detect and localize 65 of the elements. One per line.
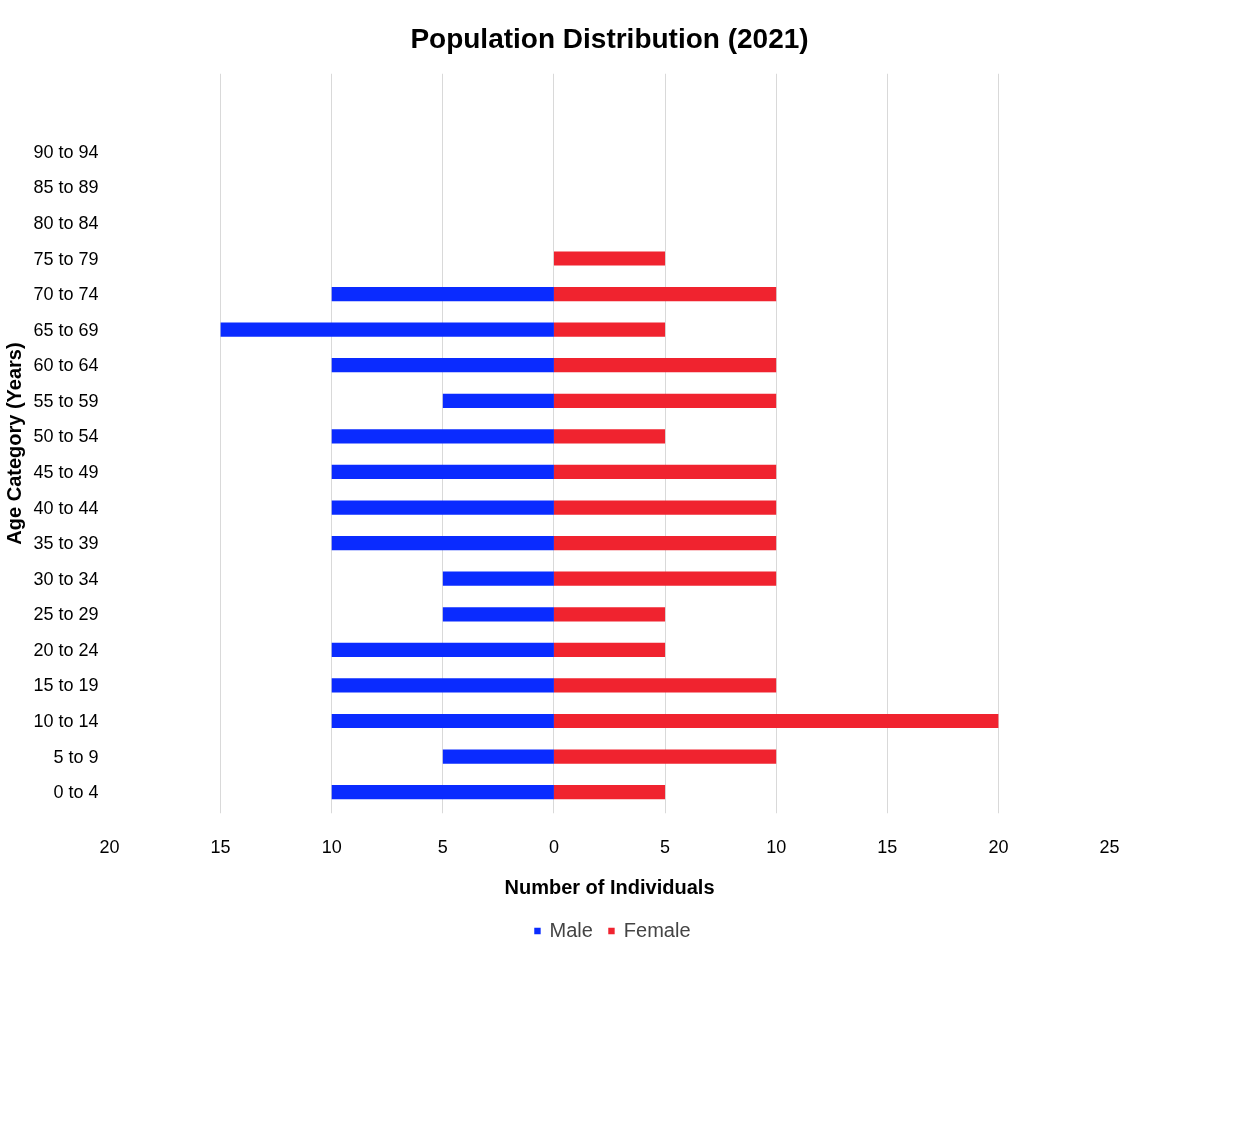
y-tick-label: 25 to 29 [33, 604, 99, 625]
bar [331, 642, 554, 657]
bar [331, 785, 554, 800]
bar [331, 713, 554, 729]
bar [553, 678, 777, 693]
x-tick-label: 0 [548, 836, 559, 857]
bar [331, 464, 554, 480]
y-tick-label: 75 to 79 [33, 248, 99, 269]
x-tick-label: 10 [321, 836, 342, 857]
bar [442, 571, 554, 586]
y-tick-label: 30 to 34 [33, 568, 99, 589]
y-tick-label: 40 to 44 [33, 497, 99, 518]
y-tick-label: 0 to 4 [53, 782, 99, 803]
x-tick-label: 5 [660, 836, 671, 857]
y-tick-label: 70 to 74 [33, 284, 99, 305]
y-tick-label: 10 to 14 [33, 711, 99, 731]
legend-label: Female [623, 918, 691, 942]
bar [553, 500, 777, 515]
bar [553, 358, 777, 373]
x-tick-label: 15 [877, 836, 898, 857]
y-tick-label: 45 to 49 [33, 461, 99, 482]
chart-title: Population Distribution (2021) [410, 22, 809, 54]
y-tick-label: 80 to 84 [33, 212, 99, 233]
bar [331, 358, 554, 373]
bar [442, 393, 554, 408]
x-tick-label: 10 [766, 836, 787, 857]
bar [553, 571, 777, 586]
bar [553, 642, 666, 657]
bar [553, 322, 666, 337]
x-tick-label: 5 [437, 836, 448, 857]
y-tick-label: 85 to 89 [33, 177, 99, 198]
bar [442, 749, 554, 764]
y-tick-label: 15 to 19 [33, 675, 99, 696]
bar [442, 607, 554, 622]
bar [553, 393, 777, 408]
bar [331, 536, 554, 551]
y-tick-label: 5 to 9 [53, 746, 99, 767]
bar [553, 749, 777, 764]
bar [553, 464, 777, 480]
bar [220, 322, 554, 337]
x-tick-label: 20 [99, 836, 120, 857]
y-tick-label: 55 to 59 [33, 390, 99, 411]
legend-label: Male [549, 918, 593, 942]
y-tick-label: 20 to 24 [33, 639, 99, 660]
bar [553, 713, 999, 729]
x-tick-label: 15 [210, 836, 231, 857]
bar [553, 251, 666, 266]
y-tick-label: 65 to 69 [33, 319, 99, 340]
bar [553, 286, 777, 302]
bar [331, 500, 554, 515]
bar [331, 429, 554, 444]
x-tick-label: 20 [988, 836, 1009, 857]
bar [553, 429, 666, 444]
bar [331, 678, 554, 693]
bar [553, 785, 666, 800]
y-tick-label: 35 to 39 [33, 533, 99, 554]
y-tick-label: 50 to 54 [33, 426, 99, 447]
bar [553, 536, 777, 551]
bar [331, 286, 554, 302]
x-axis-title: Number of Individuals [504, 875, 715, 898]
y-axis-title: Age Category (Years) [3, 342, 26, 545]
bar [553, 607, 666, 622]
y-tick-label: 90 to 94 [33, 141, 99, 162]
y-tick-label: 60 to 64 [33, 355, 99, 376]
x-tick-label: 25 [1099, 836, 1120, 857]
